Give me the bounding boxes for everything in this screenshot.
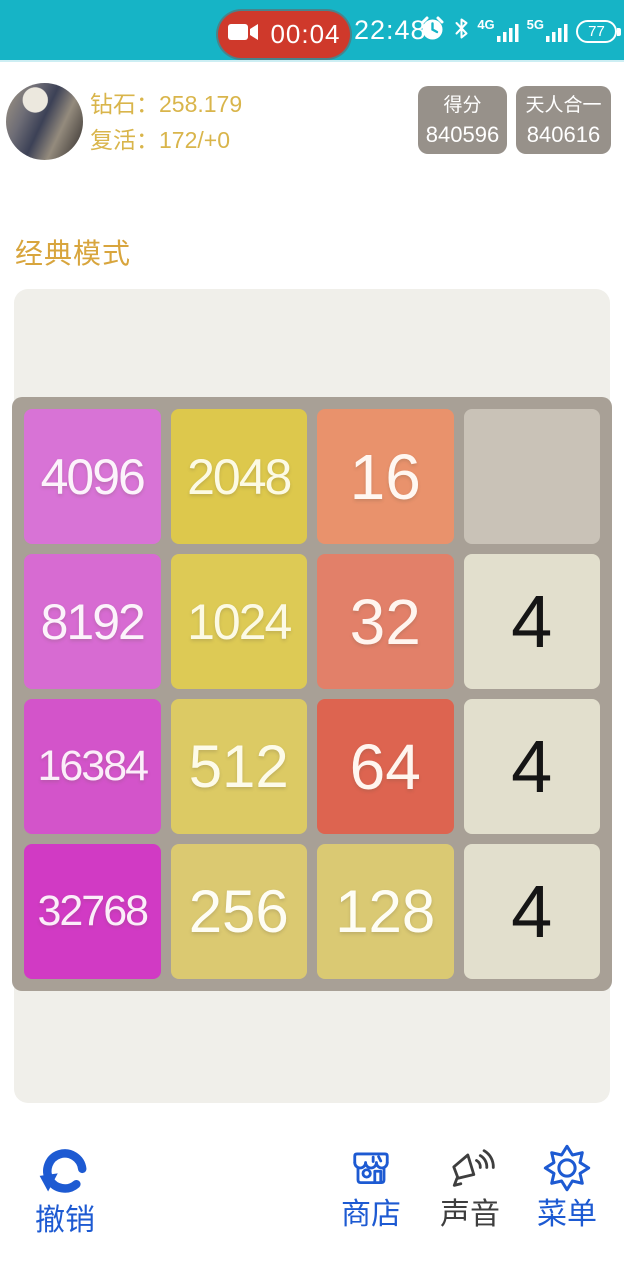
game-board[interactable]: 4096 2048 16 8192 1024 32 4 16384 512 64… xyxy=(12,397,612,991)
menu-label: 菜单 xyxy=(537,1198,597,1231)
mode-title: 经典模式 xyxy=(15,238,132,269)
undo-button[interactable]: 撤销 xyxy=(22,1142,108,1238)
undo-label: 撤销 xyxy=(35,1204,95,1237)
diamond-value: 258.179 xyxy=(159,91,243,117)
signal-4g-icon: 4G xyxy=(477,18,519,42)
screen-recording-pill[interactable]: 00:04 xyxy=(218,11,350,58)
shop-label: 商店 xyxy=(341,1198,401,1231)
tianren-box: 天人合一 840616 xyxy=(516,86,611,154)
status-bar: 00:04 22:48 4G 5G xyxy=(0,0,624,62)
tile-r1c0: 8192 xyxy=(24,554,161,689)
tile-r2c3: 4 xyxy=(463,699,600,834)
revive-row: 复活：172/+0 xyxy=(90,122,242,158)
battery-percent: 77 xyxy=(588,22,605,40)
recording-time: 00:04 xyxy=(270,19,341,49)
signal-5g-icon: 5G xyxy=(527,18,568,42)
tile-r3c0: 32768 xyxy=(24,844,161,979)
diamond-label: 钻石： xyxy=(90,91,159,117)
tianren-value: 840616 xyxy=(526,122,601,147)
bluetooth-icon xyxy=(454,16,469,46)
shop-button[interactable]: 商店 xyxy=(328,1142,414,1232)
score-box: 得分 840596 xyxy=(418,86,507,154)
tile-r3c3: 4 xyxy=(463,844,600,979)
shop-icon xyxy=(345,1142,397,1194)
revive-value: 172/+0 xyxy=(159,127,230,153)
tile-r2c2: 64 xyxy=(317,699,454,834)
tile-r1c3: 4 xyxy=(463,554,600,689)
tile-r0c1: 2048 xyxy=(170,409,307,544)
sound-button[interactable]: 声音 xyxy=(427,1142,513,1232)
tile-r1c1: 1024 xyxy=(170,554,307,689)
tile-r0c0: 4096 xyxy=(24,409,161,544)
score-label: 得分 xyxy=(443,95,482,116)
battery-icon: 77 xyxy=(576,19,621,43)
video-camera-icon xyxy=(227,20,261,49)
status-clock: 22:48 xyxy=(354,15,427,45)
undo-icon xyxy=(36,1142,94,1200)
tile-r0c3 xyxy=(463,409,600,544)
tile-r1c2: 32 xyxy=(317,554,454,689)
tile-r0c2: 16 xyxy=(317,409,454,544)
menu-button[interactable]: 菜单 xyxy=(524,1142,610,1232)
avatar[interactable] xyxy=(6,83,83,160)
tianren-label: 天人合一 xyxy=(525,95,602,116)
alarm-clock-icon xyxy=(419,15,446,47)
sound-label: 声音 xyxy=(440,1198,500,1231)
sound-icon xyxy=(444,1142,496,1194)
tile-r3c1: 256 xyxy=(170,844,307,979)
tile-r2c0: 16384 xyxy=(24,699,161,834)
tile-r2c1: 512 xyxy=(170,699,307,834)
diamond-row: 钻石：258.179 xyxy=(90,86,242,122)
tile-r3c2: 128 xyxy=(317,844,454,979)
revive-label: 复活： xyxy=(90,127,159,153)
gear-icon xyxy=(541,1142,593,1194)
status-icons: 4G 5G 77 xyxy=(419,14,621,48)
player-stats: 钻石：258.179 复活：172/+0 xyxy=(90,86,242,158)
score-value: 840596 xyxy=(425,122,500,147)
